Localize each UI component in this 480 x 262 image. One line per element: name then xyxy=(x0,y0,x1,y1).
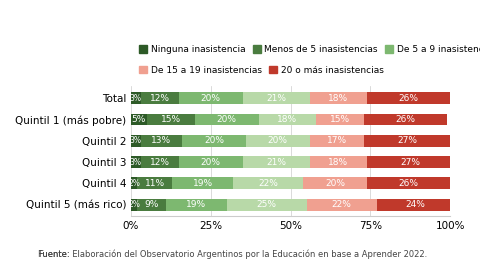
Bar xyxy=(131,177,137,189)
Text: 18%: 18% xyxy=(328,157,348,167)
Text: 20%: 20% xyxy=(217,115,237,124)
Text: 21%: 21% xyxy=(266,157,286,167)
Bar xyxy=(243,92,310,104)
Text: 15%: 15% xyxy=(161,115,181,124)
Bar xyxy=(316,113,364,125)
Text: 18%: 18% xyxy=(328,94,348,103)
Bar xyxy=(131,156,141,168)
Text: 12%: 12% xyxy=(150,157,170,167)
Text: 3%: 3% xyxy=(130,157,142,167)
Text: 27%: 27% xyxy=(397,136,417,145)
Text: 3%: 3% xyxy=(130,94,142,103)
Bar xyxy=(137,199,166,210)
Bar xyxy=(233,177,303,189)
Bar xyxy=(259,113,316,125)
Bar xyxy=(137,177,172,189)
Text: 19%: 19% xyxy=(186,200,206,209)
Text: 5%: 5% xyxy=(132,115,146,124)
Text: 2%: 2% xyxy=(128,179,140,188)
Text: 25%: 25% xyxy=(257,200,276,209)
Bar xyxy=(246,135,310,146)
Text: Fuente: Elaboración del Observatorio Argentinos por la Educación en base a Apren: Fuente: Elaboración del Observatorio Arg… xyxy=(38,250,428,259)
Bar xyxy=(364,135,450,146)
Bar xyxy=(195,113,259,125)
Text: 18%: 18% xyxy=(277,115,298,124)
Text: 2%: 2% xyxy=(128,200,140,209)
Bar xyxy=(227,199,307,210)
Text: 11%: 11% xyxy=(145,179,165,188)
Text: 15%: 15% xyxy=(330,115,350,124)
Bar xyxy=(147,113,195,125)
Bar xyxy=(310,135,364,146)
Bar xyxy=(367,177,450,189)
Text: 20%: 20% xyxy=(268,136,288,145)
Bar xyxy=(367,92,450,104)
Text: 19%: 19% xyxy=(193,179,213,188)
Bar xyxy=(172,177,233,189)
Bar xyxy=(141,92,179,104)
Text: 21%: 21% xyxy=(266,94,286,103)
Bar xyxy=(307,199,377,210)
Bar xyxy=(131,92,141,104)
Bar xyxy=(141,156,179,168)
Bar xyxy=(243,156,310,168)
Text: 13%: 13% xyxy=(151,136,171,145)
Text: 9%: 9% xyxy=(144,200,159,209)
Text: 3%: 3% xyxy=(130,136,142,145)
Text: 20%: 20% xyxy=(325,179,345,188)
Bar xyxy=(367,156,454,168)
Text: 22%: 22% xyxy=(332,200,352,209)
Text: 26%: 26% xyxy=(399,94,419,103)
Text: 17%: 17% xyxy=(327,136,347,145)
Text: 12%: 12% xyxy=(150,94,170,103)
Text: 20%: 20% xyxy=(204,136,224,145)
Bar xyxy=(179,92,243,104)
Text: 26%: 26% xyxy=(396,115,416,124)
Text: 24%: 24% xyxy=(405,200,425,209)
Bar xyxy=(303,177,367,189)
Bar xyxy=(310,92,367,104)
Legend: De 15 a 19 inasistencias, 20 o más inasistencias: De 15 a 19 inasistencias, 20 o más inasi… xyxy=(135,62,387,78)
Bar xyxy=(182,135,246,146)
Bar xyxy=(364,113,447,125)
Bar xyxy=(310,156,367,168)
Bar xyxy=(131,113,147,125)
Bar xyxy=(131,135,141,146)
Text: 27%: 27% xyxy=(400,157,420,167)
Text: 20%: 20% xyxy=(201,157,221,167)
Text: 26%: 26% xyxy=(399,179,419,188)
Text: 22%: 22% xyxy=(258,179,278,188)
Bar xyxy=(166,199,227,210)
Text: 20%: 20% xyxy=(201,94,221,103)
Text: Fuente:: Fuente: xyxy=(38,250,70,259)
Bar xyxy=(131,199,137,210)
Bar xyxy=(377,199,454,210)
Bar xyxy=(141,135,182,146)
Bar xyxy=(179,156,243,168)
